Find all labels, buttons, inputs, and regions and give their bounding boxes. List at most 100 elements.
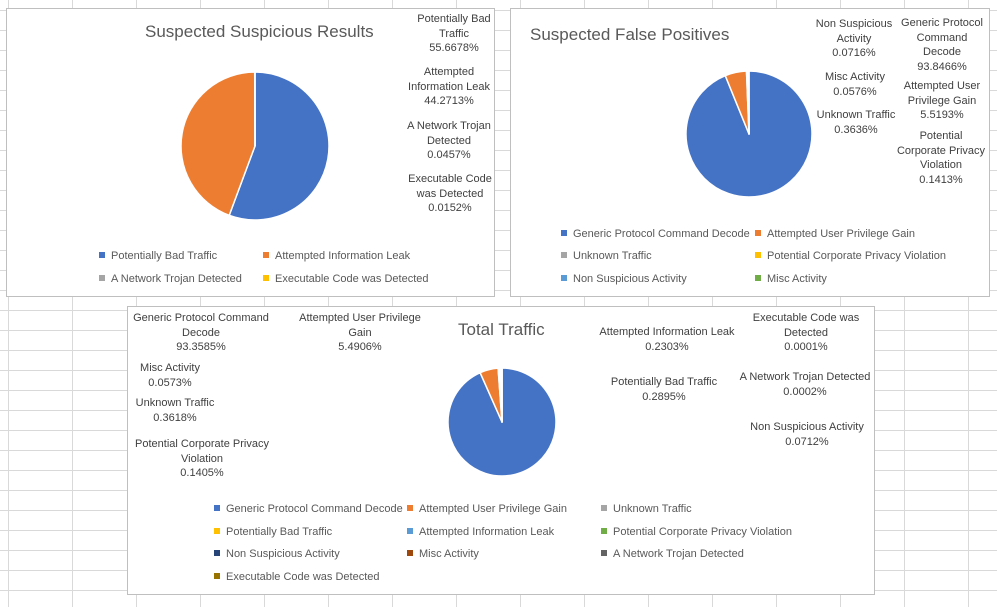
legend-item: Attempted Information Leak xyxy=(407,526,554,539)
legend-label: Generic Protocol Command Decode xyxy=(573,228,750,240)
legend-item: Non Suspicious Activity xyxy=(561,273,687,286)
legend-swatch xyxy=(601,528,607,534)
data-label: Attempted User Privilege Gain 5.5193% xyxy=(895,79,989,123)
chart-suspected-false-positives[interactable]: Suspected False Positives Generic Protoc… xyxy=(510,8,990,297)
legend-label: Attempted User Privilege Gain xyxy=(767,228,915,240)
legend-item: Potential Corporate Privacy Violation xyxy=(755,250,946,263)
legend-item: Generic Protocol Command Decode xyxy=(214,503,403,516)
pie-slice[interactable] xyxy=(228,71,330,221)
data-label: Non Suspicious Activity 0.0712% xyxy=(742,420,872,449)
data-label: Generic Protocol Command Decode 93.8466% xyxy=(895,16,989,74)
legend-swatch xyxy=(755,252,761,258)
data-label-line: A Network Trojan xyxy=(407,120,491,132)
legend-label: Executable Code was Detected xyxy=(275,273,429,285)
legend-swatch xyxy=(214,550,220,556)
data-label-line: Potential Corporate Privacy xyxy=(135,438,269,450)
legend-item: A Network Trojan Detected xyxy=(601,548,744,561)
chart-title: Total Traffic xyxy=(458,320,545,339)
data-label-line: Decode xyxy=(182,326,220,339)
data-label-line: Command xyxy=(916,31,968,44)
data-label-line: Unknown Traffic xyxy=(816,109,896,121)
data-label-line: 0.0712% xyxy=(785,435,829,448)
data-label-line: Potentially Bad Traffic xyxy=(610,376,718,388)
data-label-line: Detected xyxy=(783,326,829,339)
data-label-line: Attempted User xyxy=(903,80,981,92)
data-label-line: 93.3585% xyxy=(176,341,226,353)
pie-slice[interactable] xyxy=(180,71,256,217)
legend-item: Unknown Traffic xyxy=(601,503,692,516)
data-label-line: Violation xyxy=(181,452,223,465)
data-label: Attempted Information Leak 44.2713% xyxy=(397,65,501,109)
legend-swatch xyxy=(99,275,105,281)
data-label-line: 0.1405% xyxy=(180,467,224,479)
legend-item: Attempted User Privilege Gain xyxy=(755,228,915,241)
data-label-line: 0.0152% xyxy=(428,202,472,214)
data-label-line: Gain xyxy=(348,326,372,339)
chart-suspected-suspicious-results[interactable]: Suspected Suspicious Results Potentially… xyxy=(6,8,495,297)
data-label-line: Attempted Information Leak xyxy=(599,326,735,338)
legend-swatch xyxy=(214,573,220,579)
legend-label: Attempted Information Leak xyxy=(275,250,411,262)
data-label-line: Traffic xyxy=(439,27,469,40)
data-label-line: Decode xyxy=(923,46,961,58)
legend-label: Generic Protocol Command Decode xyxy=(226,503,403,515)
data-label-line: 44.2713% xyxy=(424,95,474,107)
pie-plot xyxy=(180,71,330,221)
legend-label: Misc Activity xyxy=(419,548,479,560)
legend-item: Potential Corporate Privacy Violation xyxy=(601,526,792,539)
data-label-line: 0.0573% xyxy=(148,376,192,389)
legend-item: Attempted User Privilege Gain xyxy=(407,503,567,516)
chart-title: Suspected False Positives xyxy=(530,25,730,44)
legend-item: Unknown Traffic xyxy=(561,250,652,263)
data-label-line: 5.5193% xyxy=(920,109,964,121)
data-label: Potential Corporate Privacy Violation 0.14… xyxy=(130,437,274,481)
legend-swatch xyxy=(601,505,607,511)
data-label: Executable Code was Detected 0.0152% xyxy=(407,172,493,216)
data-label-line: Non Suspicious Activity xyxy=(750,421,864,433)
chart-title: Suspected Suspicious Results xyxy=(145,22,374,41)
data-label-line: Misc Activity xyxy=(140,362,200,374)
legend-label: Attempted Information Leak xyxy=(419,526,555,538)
data-label-line: 0.0716% xyxy=(832,47,876,59)
data-label-line: Privilege Gain xyxy=(907,94,977,107)
legend-swatch xyxy=(561,252,567,258)
legend-item: A Network Trojan Detected xyxy=(99,273,242,286)
data-label-line: 55.6678% xyxy=(429,42,479,54)
legend-label: Unknown Traffic xyxy=(573,250,652,262)
data-label-line: Violation xyxy=(920,159,962,171)
legend-swatch xyxy=(407,505,413,511)
data-label: Potentially Bad Traffic 0.2895% xyxy=(594,375,734,404)
legend-swatch xyxy=(407,550,413,556)
data-label-line: 0.0457% xyxy=(427,149,471,161)
data-label-line: 0.1413% xyxy=(919,173,963,186)
data-label: Executable Code was Detected 0.0001% xyxy=(746,311,866,355)
data-label: Misc Activity 0.0576% xyxy=(815,70,895,99)
legend-swatch xyxy=(755,275,761,281)
legend-item: Generic Protocol Command Decode xyxy=(561,228,750,241)
pie-plot xyxy=(685,70,813,198)
legend-swatch xyxy=(561,275,567,281)
legend-item: Potentially Bad Traffic xyxy=(99,250,217,263)
data-label-line: 0.0576% xyxy=(833,85,877,98)
legend-item: Non Suspicious Activity xyxy=(214,548,340,561)
data-label: A Network Trojan Detected 0.0002% xyxy=(732,370,878,399)
legend-label: Executable Code was Detected xyxy=(226,571,380,583)
data-label-line: Corporate Privacy xyxy=(896,144,986,157)
chart-total-traffic[interactable]: Total Traffic Generic Protocol Command De… xyxy=(127,306,875,595)
legend-label: Non Suspicious Activity xyxy=(226,548,340,560)
legend-swatch xyxy=(214,505,220,511)
legend-label: Non Suspicious Activity xyxy=(573,273,687,285)
data-label-line: Non Suspicious xyxy=(815,18,893,30)
legend-label: Potentially Bad Traffic xyxy=(226,526,333,538)
legend-swatch xyxy=(214,528,220,534)
legend-item: Misc Activity xyxy=(407,548,479,561)
data-label: Potentially Bad Traffic 55.6678% xyxy=(415,12,493,56)
data-label-line: Information Leak xyxy=(408,80,490,93)
legend-item: Potentially Bad Traffic xyxy=(214,526,332,539)
data-label-line: 0.3636% xyxy=(834,123,878,136)
data-label-line: Executable Code xyxy=(408,173,492,185)
legend-label: Unknown Traffic xyxy=(613,503,692,515)
legend-label: Misc Activity xyxy=(767,273,827,285)
legend-label: Attempted User Privilege Gain xyxy=(419,503,567,515)
legend-label: Potential Corporate Privacy Violation xyxy=(767,250,946,262)
